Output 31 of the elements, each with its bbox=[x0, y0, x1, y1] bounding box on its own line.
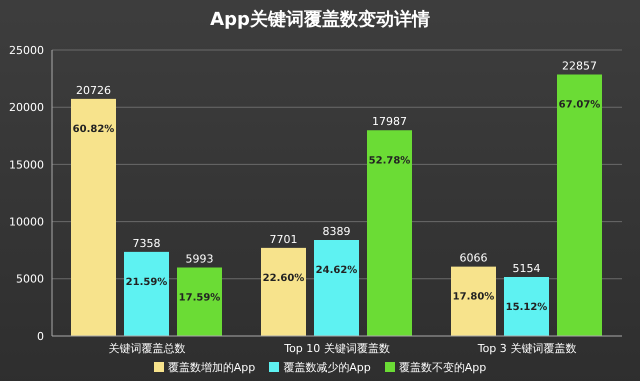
annotation: 22.60% bbox=[262, 273, 304, 284]
data-label: 20726 bbox=[76, 84, 111, 97]
x-tick-label: Top 10 关键词覆盖数 bbox=[283, 342, 390, 355]
annotation: 17.59% bbox=[178, 292, 220, 304]
annotation: 67.07% bbox=[558, 100, 600, 111]
data-label: 22857 bbox=[562, 60, 597, 73]
annotation: 21.59% bbox=[126, 276, 168, 288]
x-tick-label: 关键词覆盖总数 bbox=[108, 342, 186, 355]
data-label: 5993 bbox=[186, 252, 214, 266]
annotation: 24.62% bbox=[316, 265, 358, 276]
legend-label: 覆盖数增加的App bbox=[168, 360, 256, 374]
data-label: 7358 bbox=[132, 236, 160, 250]
data-label: 7701 bbox=[270, 232, 298, 246]
y-tick-label: 20000 bbox=[9, 101, 44, 114]
y-tick-label: 10000 bbox=[9, 216, 44, 229]
y-tick-label: 5000 bbox=[16, 272, 44, 286]
data-label: 8389 bbox=[322, 225, 350, 238]
annotation: 52.78% bbox=[368, 155, 410, 166]
y-tick-label: 15000 bbox=[9, 158, 44, 172]
data-label: 6066 bbox=[460, 252, 488, 265]
x-tick-label: Top 3 关键词覆盖数 bbox=[476, 342, 576, 355]
legend-label: 覆盖数不变的App bbox=[398, 360, 486, 374]
chart-title: App关键词覆盖数变动详情 bbox=[209, 8, 431, 32]
y-tick-label: 0 bbox=[37, 330, 44, 343]
legend-label: 覆盖数减少的App bbox=[283, 360, 371, 374]
annotation: 60.82% bbox=[72, 124, 114, 135]
data-label: 17987 bbox=[372, 115, 407, 128]
annotation: 15.12% bbox=[506, 302, 548, 314]
data-label: 5154 bbox=[512, 262, 540, 276]
y-tick-label: 25000 bbox=[9, 44, 44, 57]
annotation: 17.80% bbox=[452, 292, 494, 303]
